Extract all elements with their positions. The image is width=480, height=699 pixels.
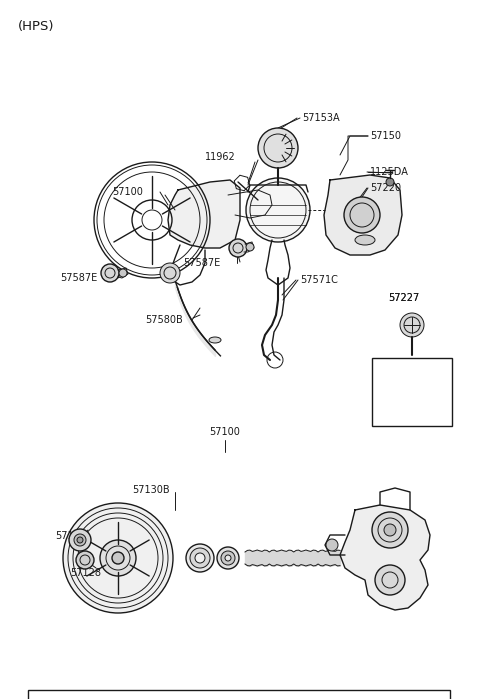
Ellipse shape [186,544,214,572]
Circle shape [76,551,94,569]
Polygon shape [168,180,240,248]
Text: 57587E: 57587E [60,273,97,283]
Text: 57100: 57100 [112,187,143,197]
Circle shape [386,178,394,186]
Text: 57220: 57220 [370,183,401,193]
Text: 57227: 57227 [388,293,419,303]
Bar [28,690,450,699]
Text: 57130B: 57130B [132,485,169,495]
Text: 57587E: 57587E [183,258,220,268]
Polygon shape [340,505,430,610]
Text: 57131: 57131 [55,531,86,541]
Circle shape [112,552,124,564]
Ellipse shape [209,337,221,343]
Text: 11962: 11962 [205,152,236,162]
Circle shape [400,313,424,337]
Circle shape [77,537,83,543]
Text: 57227: 57227 [388,293,419,303]
Text: (HPS): (HPS) [18,20,55,33]
Circle shape [344,197,380,233]
Text: 57153A: 57153A [302,113,340,123]
Circle shape [246,243,254,251]
Circle shape [100,540,136,576]
Circle shape [372,512,408,548]
Ellipse shape [221,551,235,565]
Ellipse shape [195,553,205,563]
Bar [372,358,452,426]
Circle shape [375,565,405,595]
Circle shape [119,269,127,277]
Text: 57100: 57100 [210,427,240,437]
Circle shape [101,264,119,282]
Circle shape [160,263,180,283]
Circle shape [246,178,310,242]
Text: 1125DA: 1125DA [370,167,409,177]
Ellipse shape [190,548,210,568]
Circle shape [326,539,338,551]
Circle shape [384,524,396,536]
Ellipse shape [355,235,375,245]
Polygon shape [324,175,402,255]
Circle shape [74,534,86,546]
Circle shape [63,503,173,613]
Text: 57571C: 57571C [300,275,338,285]
Ellipse shape [217,547,239,569]
Circle shape [229,239,247,257]
Circle shape [69,529,91,551]
Text: 57580B: 57580B [145,315,183,325]
Ellipse shape [225,555,231,561]
Circle shape [258,128,298,168]
Text: 57128: 57128 [70,568,101,578]
Text: 57150: 57150 [370,131,401,141]
